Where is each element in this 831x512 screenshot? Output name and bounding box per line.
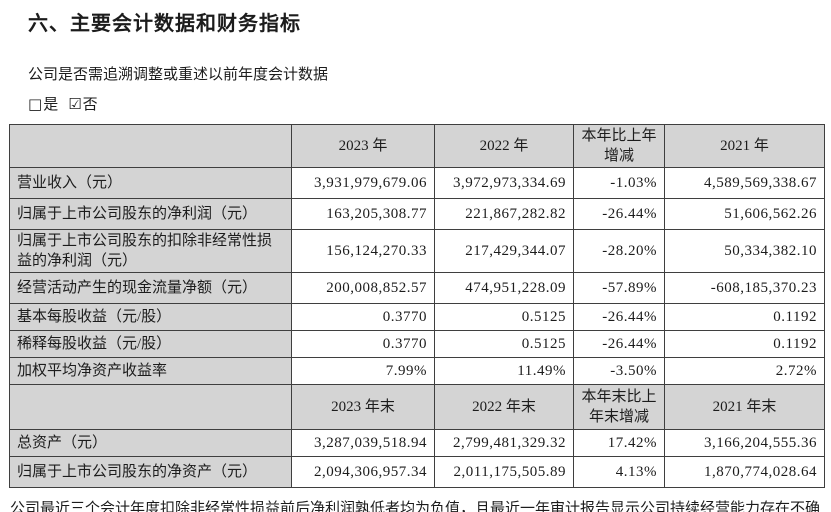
cell-label: 归属于上市公司股东的扣除非经常性损益的净利润（元） [9, 229, 292, 273]
cell-2021: 2.72% [664, 357, 825, 385]
cell-2022: 474,951,228.09 [434, 272, 574, 304]
header-2022: 2022 年 [434, 124, 574, 168]
cell-2022: 0.5125 [434, 303, 574, 331]
cell-2022: 2,799,481,329.32 [434, 429, 574, 457]
cell-label: 归属于上市公司股东的净利润（元） [9, 198, 292, 230]
checkbox-yes-option: □是 [28, 95, 59, 113]
table-row-weighted-avg-roe: 加权平均净资产收益率 7.99% 11.49% -3.50% 2.72% [9, 357, 825, 385]
financial-indicators-table: 2023 年 2022 年 本年比上年增减 2021 年 营业收入（元） 3,9… [9, 124, 825, 488]
header-change: 本年比上年增减 [573, 124, 665, 168]
cell-2023: 3,287,039,518.94 [291, 429, 435, 457]
cell-2022: 3,972,973,334.69 [434, 167, 574, 199]
cell-2023: 163,205,308.77 [291, 198, 435, 230]
section-title: 六、主要会计数据和财务指标 [28, 13, 301, 35]
table-row-deducted-net-profit: 归属于上市公司股东的扣除非经常性损益的净利润（元） 156,124,270.33… [9, 229, 825, 273]
header-2021: 2021 年 [664, 124, 825, 168]
checkbox-no-label: 否 [82, 97, 98, 113]
table-row-revenue: 营业收入（元） 3,931,979,679.06 3,972,973,334.6… [9, 167, 825, 199]
year-end-header-row: 2023 年末 2022 年末 本年末比上年末增减 2021 年末 [9, 384, 825, 430]
cell-label: 加权平均净资产收益率 [9, 357, 292, 385]
table-row-net-assets: 归属于上市公司股东的净资产（元） 2,094,306,957.34 2,011,… [9, 456, 825, 488]
cell-2023: 156,124,270.33 [291, 229, 435, 273]
cell-2022: 2,011,175,505.89 [434, 456, 574, 488]
cell-change: 4.13% [573, 456, 665, 488]
header-2021-end: 2021 年末 [664, 384, 825, 430]
cell-label: 归属于上市公司股东的净资产（元） [9, 456, 292, 488]
cell-2023: 0.3770 [291, 303, 435, 331]
cell-change: 17.42% [573, 429, 665, 457]
cell-change: -57.89% [573, 272, 665, 304]
cell-2021: 1,870,774,028.64 [664, 456, 825, 488]
cell-2021: 0.1192 [664, 303, 825, 331]
cell-change: -1.03% [573, 167, 665, 199]
annual-header-row: 2023 年 2022 年 本年比上年增减 2021 年 [9, 124, 825, 168]
cell-2022: 221,867,282.82 [434, 198, 574, 230]
table-row-diluted-eps: 稀释每股收益（元/股） 0.3770 0.5125 -26.44% 0.1192 [9, 330, 825, 358]
cell-label: 基本每股收益（元/股） [9, 303, 292, 331]
cell-change: -28.20% [573, 229, 665, 273]
cell-2023: 7.99% [291, 357, 435, 385]
cell-2022: 217,429,344.07 [434, 229, 574, 273]
cell-2023: 2,094,306,957.34 [291, 456, 435, 488]
cell-2023: 3,931,979,679.06 [291, 167, 435, 199]
cell-2023: 0.3770 [291, 330, 435, 358]
header-2022-end: 2022 年末 [434, 384, 574, 430]
cell-2023: 200,008,852.57 [291, 272, 435, 304]
cell-change: -3.50% [573, 357, 665, 385]
header-end-change: 本年末比上年末增减 [573, 384, 665, 430]
checkbox-unchecked-icon: □ [28, 95, 43, 113]
cell-label: 经营活动产生的现金流量净额（元） [9, 272, 292, 304]
table-row-net-profit: 归属于上市公司股东的净利润（元） 163,205,308.77 221,867,… [9, 198, 825, 230]
cell-2021: 0.1192 [664, 330, 825, 358]
cell-2021: 4,589,569,338.67 [664, 167, 825, 199]
cell-change: -26.44% [573, 303, 665, 331]
cell-label: 稀释每股收益（元/股） [9, 330, 292, 358]
going-concern-footnote: 公司最近三个会计年度扣除非经常性损益前后净利润孰低者均为负值，且最近一年审计报告… [10, 501, 821, 512]
cell-2022: 0.5125 [434, 330, 574, 358]
cell-2021: 51,606,562.26 [664, 198, 825, 230]
checkbox-yes-label: 是 [43, 97, 59, 113]
document-page: 六、主要会计数据和财务指标 公司是否需追溯调整或重述以前年度会计数据 □是 ☑否 … [0, 7, 831, 512]
cell-label: 营业收入（元） [9, 167, 292, 199]
restatement-question: 公司是否需追溯调整或重述以前年度会计数据 [28, 67, 329, 83]
header-2023: 2023 年 [291, 124, 435, 168]
cell-2021: 3,166,204,555.36 [664, 429, 825, 457]
table-row-basic-eps: 基本每股收益（元/股） 0.3770 0.5125 -26.44% 0.1192 [9, 303, 825, 331]
restatement-answer-line: □是 ☑否 [28, 93, 831, 114]
header-2023-end: 2023 年末 [291, 384, 435, 430]
checkbox-no-option: ☑否 [68, 95, 98, 113]
table-row-total-assets: 总资产（元） 3,287,039,518.94 2,799,481,329.32… [9, 429, 825, 457]
cell-label: 总资产（元） [9, 429, 292, 457]
header-empty-cell [9, 384, 292, 430]
header-empty-cell [9, 124, 292, 168]
cell-2022: 11.49% [434, 357, 574, 385]
cell-2021: -608,185,370.23 [664, 272, 825, 304]
table-row-operating-cash-flow: 经营活动产生的现金流量净额（元） 200,008,852.57 474,951,… [9, 272, 825, 304]
checkbox-checked-icon: ☑ [68, 95, 82, 113]
cell-2021: 50,334,382.10 [664, 229, 825, 273]
cell-change: -26.44% [573, 330, 665, 358]
cell-change: -26.44% [573, 198, 665, 230]
